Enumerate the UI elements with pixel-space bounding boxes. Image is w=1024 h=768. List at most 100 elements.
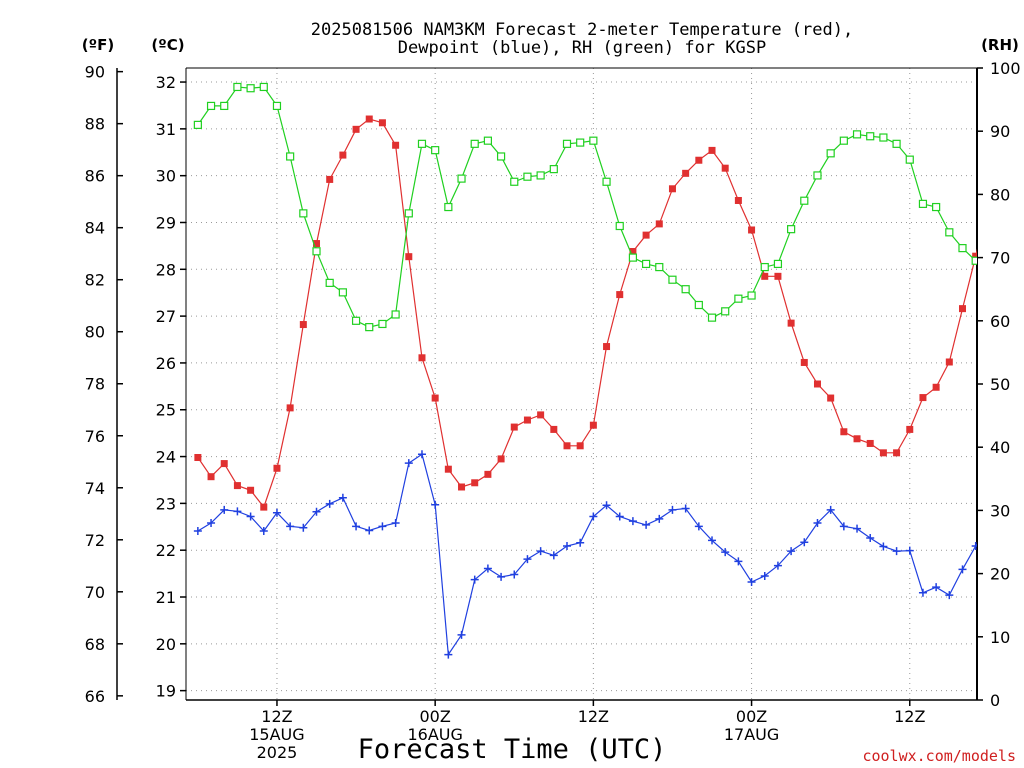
rh-tick-label: 60 <box>990 312 1010 331</box>
rh-tick-label: 50 <box>990 375 1010 394</box>
dewpoint-point <box>365 526 374 535</box>
temperature-point <box>827 394 835 402</box>
chart-title-line2: Dewpoint (blue), RH (green) for KGSP <box>398 38 766 58</box>
series-rh <box>193 82 977 332</box>
unit-label-fahrenheit: (ºF) <box>82 36 114 54</box>
temperature-point <box>444 465 452 473</box>
rh-tick-label: 30 <box>990 501 1010 520</box>
dewpoint-point <box>839 522 848 531</box>
fahrenheit-tick-label: 82 <box>85 271 105 290</box>
dewpoint-point <box>391 519 400 528</box>
dewpoint-point <box>721 548 730 557</box>
rh-point <box>879 133 888 142</box>
series-line <box>197 453 977 657</box>
temperature-point <box>761 272 769 280</box>
temperature-point <box>629 248 637 256</box>
dewpoint-point <box>628 517 637 526</box>
temperature-point <box>972 252 977 260</box>
fahrenheit-tick-label: 86 <box>85 167 105 186</box>
rh-point <box>272 101 282 111</box>
temperature-point <box>418 354 426 362</box>
dewpoint-point <box>417 450 426 459</box>
dewpoint-point <box>668 505 677 514</box>
rh-point <box>826 149 835 158</box>
temperature-point <box>247 486 255 494</box>
celsius-tick-label: 32 <box>156 73 176 92</box>
rh-point <box>866 132 875 141</box>
dewpoint-point <box>497 572 506 581</box>
temperature-point <box>233 482 241 490</box>
dewpoint-point <box>800 538 809 547</box>
rh-point <box>444 202 453 212</box>
rh-tick-label: 20 <box>990 565 1010 584</box>
temperature-point <box>194 453 202 461</box>
rh-point <box>773 259 783 269</box>
dewpoint-point <box>483 564 492 573</box>
dewpoint-point <box>352 522 361 531</box>
rh-point <box>365 323 374 332</box>
temperature-point <box>866 439 874 447</box>
temperature-point <box>326 175 334 183</box>
temperature-point <box>286 404 294 412</box>
rh-tick-label: 90 <box>990 122 1010 141</box>
rh-tick-label: 40 <box>990 438 1010 457</box>
temperature-point <box>523 416 531 424</box>
rh-tick-label: 70 <box>990 249 1010 268</box>
rh-point <box>259 82 268 92</box>
temperature-point <box>919 394 927 402</box>
fahrenheit-tick-label: 84 <box>85 219 105 238</box>
dewpoint-point <box>694 522 703 531</box>
celsius-tick-label: 24 <box>156 448 176 467</box>
temperature-point <box>471 479 479 487</box>
dewpoint-point <box>576 538 585 547</box>
dewpoint-point <box>932 583 941 592</box>
dewpoint-point <box>773 561 782 570</box>
temperature-point <box>550 425 558 433</box>
temperature-point <box>958 305 966 313</box>
dewpoint-point <box>892 547 901 556</box>
celsius-tick-label: 25 <box>156 401 176 420</box>
rh-point <box>391 310 400 319</box>
rh-point <box>523 172 532 181</box>
rh-point <box>918 199 928 208</box>
rh-point <box>299 209 308 218</box>
fahrenheit-tick-label: 88 <box>85 115 105 134</box>
celsius-tick-label: 29 <box>156 213 176 232</box>
rh-point <box>721 307 730 316</box>
celsius-tick-label: 22 <box>156 541 176 560</box>
temperature-point <box>313 240 321 248</box>
dewpoint-point <box>299 523 308 532</box>
dewpoint-point <box>853 524 862 533</box>
date-tick-label: 16AUG <box>407 725 462 744</box>
rh-point <box>431 146 440 155</box>
temperature-point <box>813 380 821 388</box>
rh-point <box>325 278 334 287</box>
fahrenheit-tick-label: 80 <box>85 323 105 342</box>
fahrenheit-axis: 66 68 70 72 74 76 78 80 82 84 86 88 90 <box>85 63 123 706</box>
rh-point <box>404 209 413 218</box>
temperature-point <box>497 455 505 463</box>
x-axis-title: Forecast Time (UTC) <box>358 734 667 765</box>
celsius-tick-label: 30 <box>156 167 176 186</box>
dewpoint-point <box>562 541 571 550</box>
temperature-point <box>339 151 347 159</box>
dewpoint-point <box>826 505 835 514</box>
dewpoint-point <box>510 570 519 579</box>
rh-point <box>220 101 229 111</box>
rh-point <box>734 294 743 303</box>
temperature-point <box>431 394 439 402</box>
grid-lines <box>186 68 977 700</box>
rh-point <box>958 244 967 253</box>
fahrenheit-tick-label: 70 <box>85 583 105 602</box>
temperature-point <box>787 319 795 327</box>
time-tick-label: 12Z <box>261 707 292 726</box>
rh-point <box>351 316 361 325</box>
rh-point <box>417 139 427 148</box>
rh-point <box>655 262 664 272</box>
dewpoint-point <box>549 551 558 560</box>
fahrenheit-tick-label: 68 <box>85 635 105 654</box>
dewpoint-point <box>985 527 993 535</box>
credit-link[interactable]: coolwx.com/models <box>862 747 1016 765</box>
rh-point <box>246 84 255 93</box>
rh-point <box>536 171 545 180</box>
